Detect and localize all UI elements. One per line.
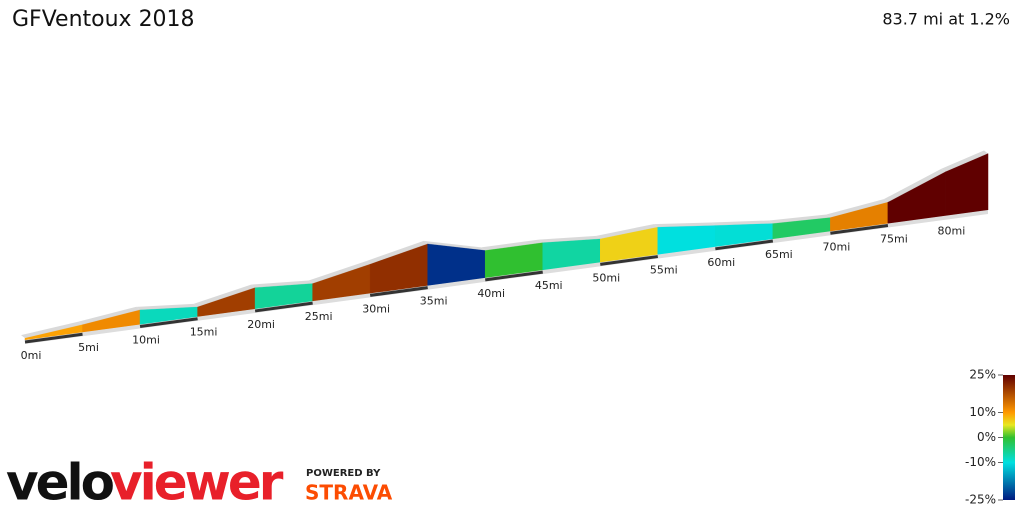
x-tick-label: 0mi [21, 349, 42, 362]
x-tick-label: 10mi [132, 333, 160, 346]
distance-band [715, 239, 774, 251]
profile-top [653, 222, 716, 228]
x-tick-label: 40mi [477, 287, 505, 300]
profile-top [21, 321, 83, 339]
profile-top [366, 240, 428, 265]
profile-top [481, 239, 543, 251]
x-tick-label: 15mi [190, 326, 218, 339]
profile-top [423, 240, 486, 251]
x-tick-label: 35mi [420, 295, 448, 308]
x-tick-label: 30mi [362, 302, 390, 315]
x-tick-label: 60mi [707, 256, 735, 269]
profile-top [538, 235, 601, 243]
distance-band [139, 317, 198, 328]
chart-title: GFVentoux 2018 [12, 7, 195, 32]
logo-velo: velo [6, 454, 114, 512]
profile-top [193, 284, 256, 307]
x-tick-label: 25mi [305, 310, 333, 323]
powered-by: POWERED BY [306, 468, 381, 479]
distance-band [600, 255, 658, 266]
x-tick-label: 45mi [535, 279, 563, 292]
profile-top [826, 199, 888, 218]
colorbar-label: 0% [977, 430, 996, 444]
profile-top [251, 280, 313, 288]
x-tick-label: 80mi [938, 225, 966, 238]
x-tick-label: 75mi [880, 233, 908, 246]
summary: 83.7 mi at 1.2% [882, 10, 1010, 29]
distance-band [485, 270, 543, 282]
profile-top [78, 306, 141, 325]
x-tick-label: 50mi [592, 271, 620, 284]
colorbar-label: -10% [965, 455, 996, 469]
profile-top [711, 220, 773, 226]
logo-viewer: viewer [110, 454, 284, 512]
profile-top [308, 261, 371, 284]
colorbar [1003, 375, 1015, 500]
profile-segment [887, 171, 946, 224]
x-tick-label: 55mi [650, 264, 678, 277]
profile-top [596, 224, 658, 239]
x-tick-label: 70mi [822, 240, 850, 253]
colorbar-label: 10% [969, 405, 996, 419]
x-tick-label: 5mi [78, 341, 99, 354]
x-tick-label: 65mi [765, 248, 793, 261]
profile-top [941, 150, 988, 172]
x-tick-label: 20mi [247, 318, 275, 331]
profile-top [136, 303, 198, 310]
colorbar-label: 25% [969, 368, 996, 382]
distance-band [830, 224, 889, 235]
colorbar-label: -25% [965, 493, 996, 507]
strava: STRAVA [305, 481, 393, 505]
profile-top [768, 214, 831, 224]
distance-band [369, 286, 428, 297]
profile-top [883, 168, 946, 203]
distance-band [254, 301, 313, 313]
distance-band [24, 332, 83, 344]
profile-segment [945, 153, 989, 217]
